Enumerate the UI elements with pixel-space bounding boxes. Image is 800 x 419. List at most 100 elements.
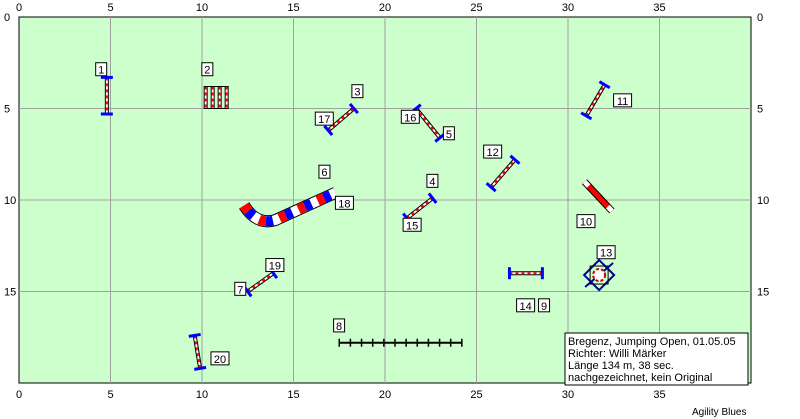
jump-wing (509, 154, 521, 165)
number-box (265, 258, 285, 273)
jump-pole-stripe (585, 84, 606, 117)
number-text: 12 (487, 147, 499, 159)
credit-text: Agility Blues (692, 407, 746, 418)
x-tick-label: 20 (379, 389, 391, 401)
obstacle-number-18: 18 (334, 195, 354, 210)
number-box (400, 109, 420, 124)
number-text: 18 (338, 198, 350, 210)
obstacle-number-9: 9 (538, 298, 551, 313)
obstacle-number-12: 12 (483, 144, 503, 159)
number-text: 19 (269, 261, 281, 273)
number-box (483, 144, 503, 159)
jump-wing (427, 192, 438, 204)
x-tick-label: 5 (107, 389, 113, 401)
x-tick-label: 25 (470, 389, 482, 401)
number-box (333, 318, 346, 333)
number-box (210, 351, 230, 366)
jump-wing (598, 80, 611, 90)
tire-ring (592, 268, 607, 283)
info-line-2: Richter: Willi Märker (568, 348, 667, 360)
info-box: Bregenz, Jumping Open, 01.05.05 Richter:… (564, 332, 749, 386)
x-tick-label: 10 (196, 389, 208, 401)
jump-wing (323, 124, 334, 136)
obstacle-number-16: 16 (400, 109, 420, 124)
tire-13 (582, 258, 616, 292)
weave-8 (338, 338, 463, 347)
number-box (351, 84, 364, 99)
spread-jump-2 (203, 86, 229, 109)
x-tick-label: 0 (16, 389, 22, 401)
number-text: 14 (519, 301, 531, 313)
number-text: 2 (204, 65, 210, 77)
jump-pole-stripe (415, 107, 441, 139)
obstacle-number-20: 20 (210, 351, 230, 366)
number-box (613, 93, 633, 108)
jump-3 (323, 102, 359, 136)
x-tick-label: 35 (653, 2, 665, 14)
contact-10 (581, 179, 615, 214)
x-tick-label: 25 (470, 2, 482, 14)
number-text: 17 (318, 114, 330, 126)
tunnel-red-band (239, 188, 338, 227)
info-line-4: nachgezeichnet, kein Original (568, 372, 712, 384)
contact-plank (582, 179, 614, 213)
contact-zone (605, 204, 614, 213)
number-text: 4 (429, 176, 435, 188)
obstacle-number-10: 10 (576, 214, 596, 229)
number-text: 10 (580, 217, 592, 229)
y-tick-label: 5 (757, 104, 763, 116)
obstacle-number-13: 13 (596, 245, 616, 260)
obstacle-number-4: 4 (426, 173, 439, 188)
contact-zone (582, 179, 591, 188)
number-text: 1 (98, 65, 104, 77)
number-box (402, 217, 422, 232)
y-tick-label: 0 (4, 12, 10, 24)
obstacle-number-11: 11 (613, 93, 633, 108)
jump-wing (188, 332, 201, 338)
number-box (442, 126, 455, 141)
tunnel-6 (239, 187, 339, 228)
jump-wing (580, 111, 593, 121)
jump-11 (580, 80, 611, 121)
jump-wing (348, 102, 359, 115)
number-text: 7 (237, 284, 243, 296)
y-tick-label: 15 (4, 287, 16, 299)
obstacle-number-2: 2 (201, 62, 214, 77)
jump-pole-stripe (247, 272, 274, 293)
number-text: 11 (617, 96, 628, 108)
number-box (234, 281, 247, 296)
number-box (334, 195, 354, 210)
tire-box (589, 265, 609, 285)
y-tick-label: 0 (757, 12, 763, 24)
number-box (576, 214, 596, 229)
number-box (201, 62, 214, 77)
number-box (516, 298, 536, 313)
x-tick-label: 15 (287, 2, 299, 14)
obstacle-number-7: 7 (234, 281, 247, 296)
jump-1 (100, 75, 113, 116)
number-text: 20 (214, 354, 226, 366)
number-text: 16 (404, 112, 416, 124)
jump-pole-base (406, 197, 434, 220)
number-box (538, 298, 551, 313)
jump-pole-base (327, 107, 355, 132)
number-text: 9 (541, 301, 547, 313)
jump-wing (194, 365, 207, 371)
obstacle-number-5: 5 (442, 126, 455, 141)
jump-wing (485, 182, 497, 193)
number-text: 8 (336, 321, 342, 333)
jump-9 (507, 267, 544, 280)
number-text: 6 (321, 167, 327, 179)
number-box (95, 62, 108, 77)
y-tick-label: 10 (4, 195, 16, 207)
obstacle-number-17: 17 (314, 111, 334, 126)
obstacle-number-6: 6 (318, 164, 331, 179)
obstacles (100, 75, 616, 371)
x-tick-label: 15 (287, 389, 299, 401)
obstacle-number-15: 15 (402, 217, 422, 232)
obstacle-number-3: 3 (351, 84, 364, 99)
number-text: 13 (600, 248, 612, 260)
